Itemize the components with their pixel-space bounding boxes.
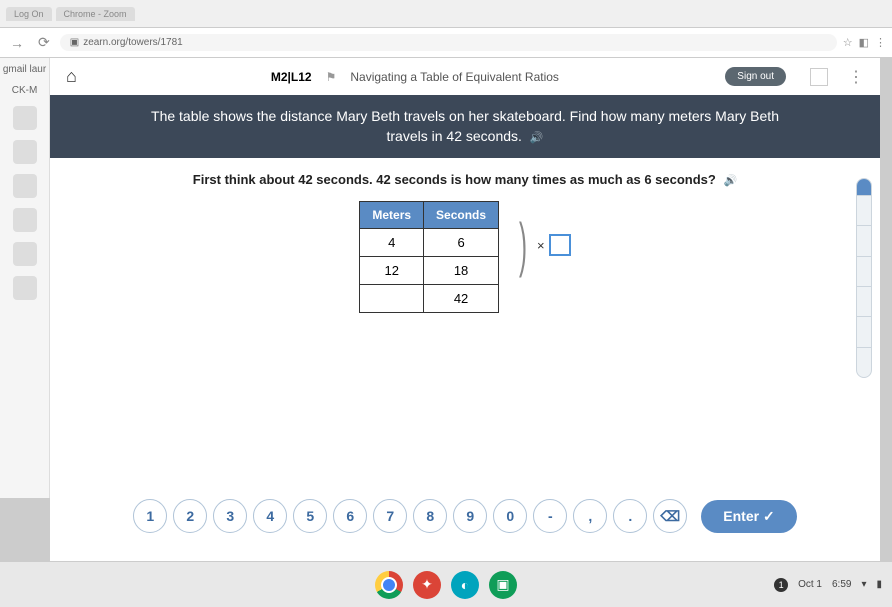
menu-icon[interactable]: ⋮: [875, 36, 886, 49]
address-bar[interactable]: ▣ zearn.org/towers/1781: [60, 34, 837, 51]
prompt-text: The table shows the distance Mary Beth t…: [151, 108, 779, 124]
browser-tab[interactable]: Chrome - Zoom: [56, 7, 135, 21]
work-area: Meters Seconds 4 6 12 18 42 ) ×: [50, 197, 880, 333]
bookmark-link[interactable]: gmail laur: [3, 64, 46, 75]
progress-fill: [857, 179, 871, 195]
key-4[interactable]: 4: [253, 499, 287, 533]
shelf-time: 6:59: [832, 579, 851, 590]
key-dot[interactable]: .: [613, 499, 647, 533]
table-row: 4 6: [360, 229, 499, 257]
bookmark-link[interactable]: CK-M: [12, 85, 38, 96]
browser-tab-row: Log On Chrome - Zoom: [0, 0, 892, 28]
number-keypad: 1 2 3 4 5 6 7 8 9 0 - , . ⌫ Enter ✓: [50, 489, 880, 543]
flag-icon[interactable]: ⚑: [326, 70, 337, 84]
bookmark-icon[interactable]: ☆: [843, 36, 853, 49]
table-cell: 12: [360, 257, 424, 285]
key-8[interactable]: 8: [413, 499, 447, 533]
audio-icon[interactable]: 🔊: [530, 132, 544, 144]
app-icon[interactable]: ◐: [451, 571, 479, 599]
key-1[interactable]: 1: [133, 499, 167, 533]
enter-button[interactable]: Enter ✓: [701, 500, 796, 533]
table-cell: 6: [424, 229, 499, 257]
chrome-icon[interactable]: [375, 571, 403, 599]
key-5[interactable]: 5: [293, 499, 327, 533]
key-6[interactable]: 6: [333, 499, 367, 533]
url-text: zearn.org/towers/1781: [83, 37, 183, 48]
side-tool-icon[interactable]: [13, 208, 37, 232]
progress-thermometer: [856, 178, 872, 378]
left-sidebar: gmail laur CK-M: [0, 58, 50, 498]
wifi-icon[interactable]: ▾: [861, 579, 866, 590]
multiplier-group: ) ×: [513, 227, 571, 263]
battery-icon[interactable]: ▮: [876, 579, 882, 590]
lesson-title: Navigating a Table of Equivalent Ratios: [350, 70, 559, 84]
side-tool-icon[interactable]: [13, 276, 37, 300]
prompt-text: travels in 42 seconds.: [387, 128, 522, 144]
browser-tab[interactable]: Log On: [6, 7, 52, 21]
side-tool-icon[interactable]: [13, 106, 37, 130]
shelf-date: Oct 1: [798, 579, 822, 590]
key-0[interactable]: 0: [493, 499, 527, 533]
back-arrow-icon[interactable]: →: [6, 35, 28, 51]
url-toolbar: → ⟳ ▣ zearn.org/towers/1781 ☆ ◧ ⋮: [0, 28, 892, 58]
side-tool-icon[interactable]: [13, 140, 37, 164]
extension-icon[interactable]: ◧: [859, 36, 869, 49]
table-cell: 18: [424, 257, 499, 285]
table-row: 42: [360, 285, 499, 313]
ratio-table: Meters Seconds 4 6 12 18 42: [359, 201, 499, 313]
sub-prompt: First think about 42 seconds. 42 seconds…: [50, 158, 880, 197]
key-backspace[interactable]: ⌫: [653, 499, 687, 533]
chromeos-shelf: ✦ ◐ ▣ 1 Oct 1 6:59 ▾ ▮: [0, 561, 892, 607]
key-7[interactable]: 7: [373, 499, 407, 533]
bracket-icon: ): [519, 227, 527, 263]
table-header: Seconds: [424, 202, 499, 229]
home-icon[interactable]: ⌂: [66, 66, 77, 87]
lesson-app: ⌂ M2|L12 ⚑ Navigating a Table of Equival…: [50, 58, 880, 561]
lesson-header: ⌂ M2|L12 ⚑ Navigating a Table of Equival…: [50, 58, 880, 95]
key-3[interactable]: 3: [213, 499, 247, 533]
audio-icon[interactable]: 🔊: [723, 175, 737, 187]
notification-badge[interactable]: 1: [774, 578, 788, 592]
table-cell: [360, 285, 424, 313]
key-comma[interactable]: ,: [573, 499, 607, 533]
language-toggle[interactable]: [810, 68, 828, 86]
key-2[interactable]: 2: [173, 499, 207, 533]
table-header: Meters: [360, 202, 424, 229]
side-tool-icon[interactable]: [13, 242, 37, 266]
kebab-icon[interactable]: ⋮: [848, 67, 864, 87]
table-cell: 4: [360, 229, 424, 257]
reload-icon[interactable]: ⟳: [34, 34, 54, 51]
sub-prompt-text: First think about 42 seconds. 42 seconds…: [193, 172, 716, 187]
table-row: 12 18: [360, 257, 499, 285]
app-icon[interactable]: ✦: [413, 571, 441, 599]
key-minus[interactable]: -: [533, 499, 567, 533]
times-symbol: ×: [537, 238, 545, 253]
site-lock-icon: ▣: [70, 37, 79, 48]
lesson-code: M2|L12: [271, 70, 312, 84]
app-icon[interactable]: ▣: [489, 571, 517, 599]
question-prompt: The table shows the distance Mary Beth t…: [50, 95, 880, 158]
answer-input-box[interactable]: [549, 234, 571, 256]
side-tool-icon[interactable]: [13, 174, 37, 198]
table-cell: 42: [424, 285, 499, 313]
sign-out-button[interactable]: Sign out: [725, 67, 786, 86]
key-9[interactable]: 9: [453, 499, 487, 533]
